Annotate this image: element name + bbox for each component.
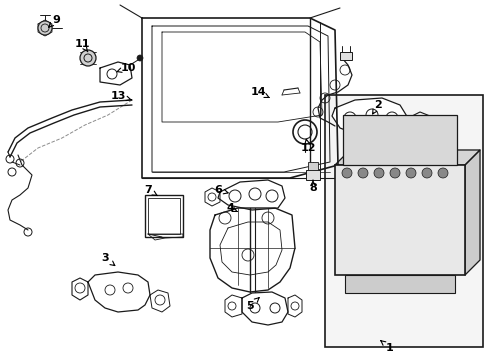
Circle shape — [357, 168, 367, 178]
Circle shape — [389, 168, 399, 178]
Text: 12: 12 — [300, 139, 315, 153]
Circle shape — [80, 50, 96, 66]
Text: 3: 3 — [101, 253, 115, 266]
Text: 5: 5 — [245, 298, 259, 311]
Circle shape — [421, 168, 431, 178]
Bar — [305, 170, 319, 180]
Bar — [334, 165, 464, 275]
Circle shape — [137, 55, 142, 61]
Circle shape — [405, 168, 415, 178]
Polygon shape — [331, 98, 407, 138]
Text: 14: 14 — [250, 87, 268, 98]
Bar — [342, 115, 456, 165]
Polygon shape — [334, 150, 479, 165]
Bar — [345, 275, 454, 293]
Bar — [148, 198, 180, 234]
Text: 13: 13 — [110, 91, 131, 101]
Text: 6: 6 — [214, 185, 228, 195]
Bar — [339, 52, 351, 60]
Text: 7: 7 — [144, 185, 157, 195]
Polygon shape — [464, 150, 479, 275]
Bar — [307, 162, 317, 170]
Circle shape — [437, 168, 447, 178]
Text: 11: 11 — [74, 39, 90, 52]
Text: 1: 1 — [380, 341, 393, 353]
Bar — [325, 95, 482, 347]
Circle shape — [341, 168, 351, 178]
Circle shape — [38, 21, 52, 35]
Text: 4: 4 — [225, 203, 237, 213]
Text: 9: 9 — [49, 15, 60, 27]
Text: 8: 8 — [308, 180, 316, 193]
Circle shape — [373, 168, 383, 178]
Bar — [145, 195, 183, 237]
Text: 2: 2 — [372, 100, 381, 114]
Text: 10: 10 — [117, 63, 135, 73]
